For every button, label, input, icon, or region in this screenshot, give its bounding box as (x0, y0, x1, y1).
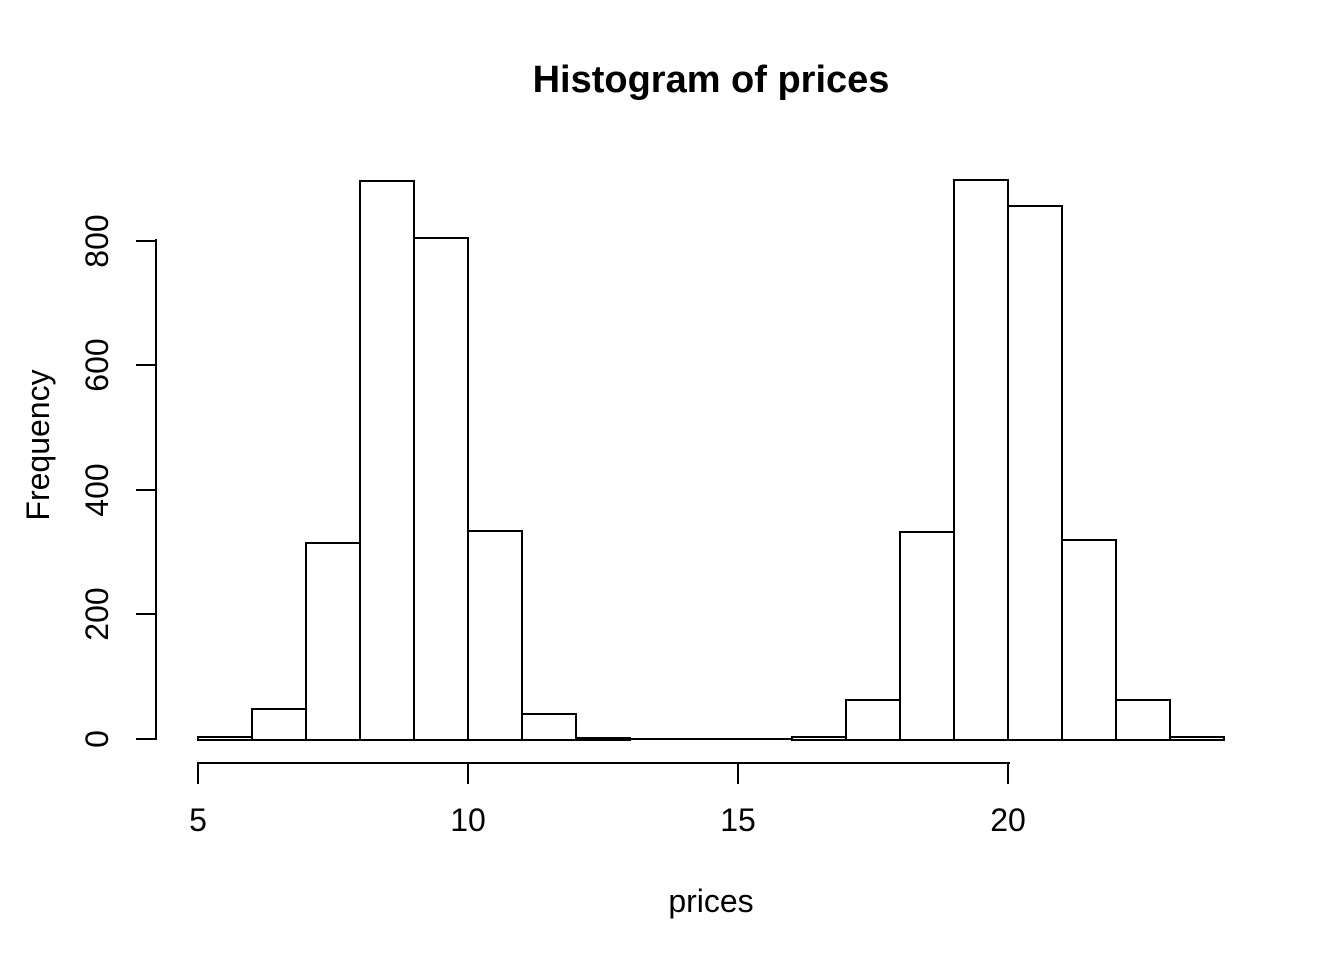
histogram-bar (197, 735, 253, 741)
x-tick-label: 15 (720, 802, 756, 838)
histogram-bar (413, 236, 469, 741)
y-tick (136, 738, 156, 740)
x-tick-label: 10 (450, 802, 486, 838)
chart-title: Histogram of prices (532, 59, 890, 101)
y-tick-label-text: 200 (79, 587, 115, 642)
histogram-bar (1061, 539, 1117, 741)
histogram-bar (251, 708, 307, 741)
histogram-bar (899, 530, 955, 741)
histogram-bar (521, 713, 577, 741)
y-axis-line (155, 239, 157, 740)
y-tick-label-text: 400 (79, 463, 115, 517)
histogram-bar (359, 180, 415, 741)
x-axis-title: prices (668, 883, 754, 919)
y-tick-label-text: 0 (79, 730, 115, 748)
x-tick (1007, 764, 1009, 784)
x-tick (737, 764, 739, 784)
histogram-bar (1115, 698, 1171, 741)
histogram-bar-zero (629, 738, 685, 740)
y-tick (136, 239, 156, 242)
histogram-bar (1169, 735, 1225, 741)
y-tick (136, 613, 156, 616)
x-tick (467, 764, 469, 784)
histogram-bar-zero (683, 738, 739, 740)
y-tick (136, 364, 156, 367)
histogram-bar (305, 542, 361, 741)
x-tick (197, 764, 199, 784)
histogram-bar (953, 179, 1009, 741)
histogram-bar (791, 735, 847, 741)
x-axis-line (197, 762, 1010, 764)
histogram-bar (467, 529, 523, 741)
x-tick-label: 20 (990, 802, 1026, 838)
y-axis-title-text: Frequency (20, 369, 56, 521)
histogram-bar (845, 698, 901, 741)
x-tick-label: 5 (189, 802, 207, 838)
histogram-bar (575, 736, 631, 741)
y-tick-label-text: 600 (79, 338, 115, 392)
histogram-bar-zero (737, 738, 793, 740)
y-tick-label-text: 800 (79, 213, 115, 268)
histogram-bar (1007, 204, 1063, 741)
y-tick (136, 488, 156, 491)
